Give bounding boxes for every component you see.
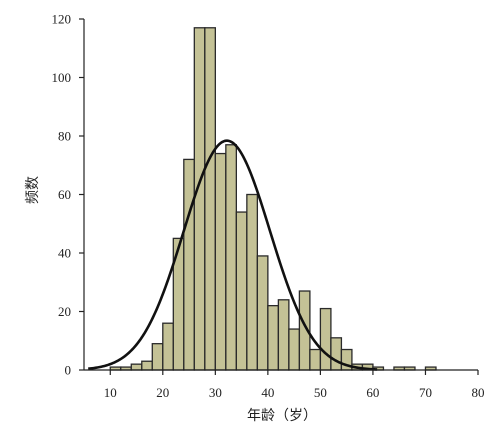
histogram-bar: [330, 337, 343, 371]
x-tick-label: 20: [156, 385, 169, 400]
histogram-bar: [319, 307, 332, 371]
x-axis-ticks: 10 20 30 40 50 60 70 80: [104, 370, 485, 400]
y-tick-label: 60: [58, 187, 71, 202]
histogram-bar: [288, 328, 301, 371]
x-axis-title: 年龄（岁）: [247, 408, 317, 424]
histogram-bar: [277, 299, 290, 371]
y-axis-ticks: 0 20 40 60 80 100 120: [52, 12, 84, 378]
y-axis-title: 频数: [25, 176, 41, 204]
histogram-bar: [141, 360, 153, 371]
x-tick-label: 30: [209, 385, 222, 400]
histogram-bar: [183, 158, 195, 371]
histogram-bars: [109, 27, 437, 371]
y-tick-label: 100: [52, 70, 72, 85]
histogram-bar: [151, 343, 164, 371]
y-tick-label: 0: [65, 363, 72, 378]
histogram-bar: [256, 255, 269, 371]
y-tick-label: 20: [58, 304, 71, 319]
normal-distribution-curve: [88, 139, 378, 371]
histogram-bar: [267, 304, 280, 371]
histogram-bar: [309, 348, 322, 371]
y-tick-label: 40: [58, 246, 71, 261]
histogram-bar: [193, 27, 206, 371]
histogram-bar: [225, 144, 237, 371]
x-tick-label: 60: [366, 385, 379, 400]
histogram-bar: [246, 193, 259, 371]
x-tick-label: 70: [419, 385, 432, 400]
histogram-bar: [130, 363, 143, 371]
histogram-bar: [214, 152, 227, 371]
x-tick-label: 40: [261, 385, 274, 400]
x-tick-label: 80: [472, 385, 485, 400]
x-tick-label: 10: [104, 385, 117, 400]
histogram-bar: [162, 322, 174, 371]
x-tick-label: 50: [314, 385, 327, 400]
histogram-bar: [204, 27, 216, 371]
y-tick-label: 80: [58, 129, 71, 144]
histogram-bar: [235, 211, 248, 371]
y-tick-label: 120: [52, 12, 72, 27]
